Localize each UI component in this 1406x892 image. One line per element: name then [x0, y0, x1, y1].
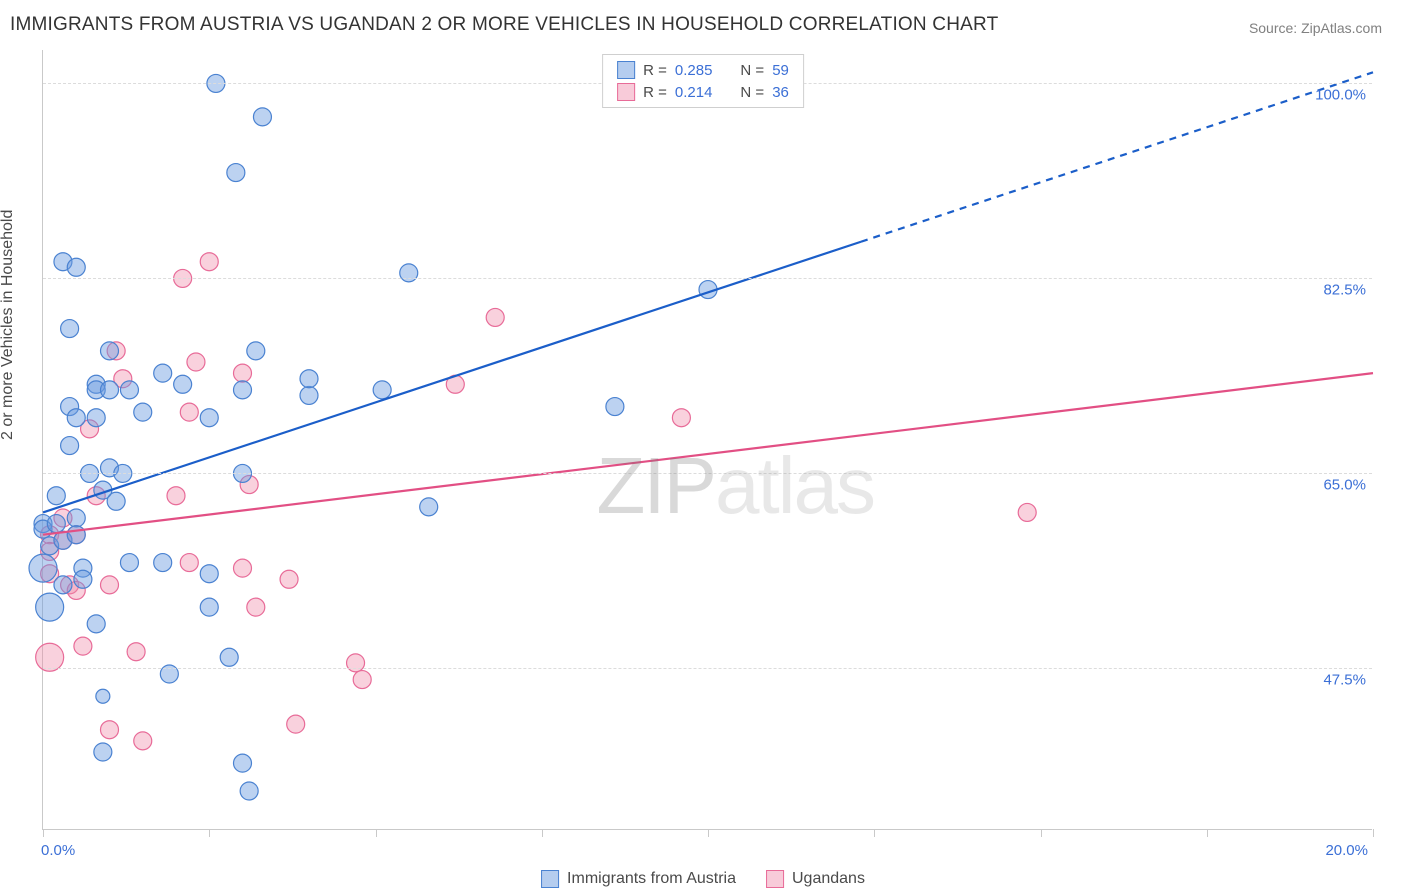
swatch-blue-icon: [617, 61, 635, 79]
xtick: [376, 829, 377, 837]
ytick-label: 65.0%: [1323, 477, 1366, 494]
xtick: [209, 829, 210, 837]
swatch-pink-icon: [617, 83, 635, 101]
gridline: [43, 473, 1372, 474]
series-legend: Immigrants from Austria Ugandans: [541, 870, 865, 888]
ytick-label: 100.0%: [1315, 87, 1366, 104]
scatter-svg: [43, 50, 1372, 829]
xtick: [43, 829, 44, 837]
legend-item-blue: Immigrants from Austria: [541, 870, 736, 888]
xtick: [542, 829, 543, 837]
xtick-label: 20.0%: [1325, 842, 1368, 859]
chart-title: IMMIGRANTS FROM AUSTRIA VS UGANDAN 2 OR …: [10, 14, 998, 36]
legend-item-pink: Ugandans: [766, 870, 865, 888]
swatch-pink-icon: [766, 870, 784, 888]
ytick-label: 82.5%: [1323, 282, 1366, 299]
xtick: [708, 829, 709, 837]
stats-legend: R = 0.285 N = 59 R = 0.214 N = 36: [602, 54, 804, 108]
stats-row-pink: R = 0.214 N = 36: [613, 81, 793, 103]
plot-area: ZIPatlas 47.5%65.0%82.5%100.0%0.0%20.0%: [42, 50, 1372, 830]
stats-row-blue: R = 0.285 N = 59: [613, 59, 793, 81]
xtick: [1207, 829, 1208, 837]
ytick-label: 47.5%: [1323, 672, 1366, 689]
xtick: [1041, 829, 1042, 837]
correlation-chart: IMMIGRANTS FROM AUSTRIA VS UGANDAN 2 OR …: [0, 0, 1406, 892]
gridline: [43, 668, 1372, 669]
xtick: [874, 829, 875, 837]
xtick-label: 0.0%: [41, 842, 75, 859]
swatch-blue-icon: [541, 870, 559, 888]
xtick: [1373, 829, 1374, 837]
source-label: Source: ZipAtlas.com: [1249, 20, 1382, 36]
gridline: [43, 278, 1372, 279]
y-axis-label: 2 or more Vehicles in Household: [0, 210, 17, 440]
